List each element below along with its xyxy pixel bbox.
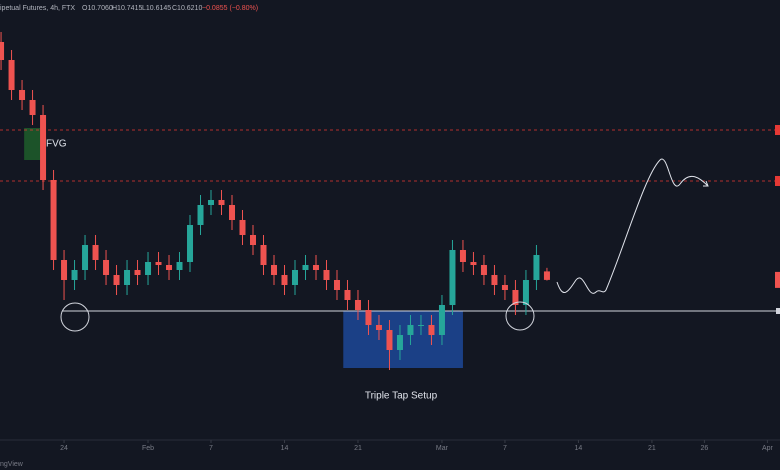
candle-body	[208, 200, 215, 205]
annotation: FVG	[46, 139, 67, 150]
candle-body	[260, 245, 267, 265]
candle-body	[449, 250, 456, 305]
candle-body	[176, 262, 183, 270]
candle-body	[82, 245, 89, 270]
ohlc-low: L10.6145	[142, 5, 171, 12]
candle-body	[166, 265, 173, 270]
candle-body	[145, 262, 152, 275]
candle-body	[291, 270, 298, 285]
x-tick-label: Apr	[762, 445, 774, 452]
x-tick-label: 24	[60, 445, 68, 452]
candle-body	[417, 325, 424, 326]
candle-body	[250, 235, 257, 245]
candle-body	[333, 280, 340, 290]
x-tick-label: 7	[209, 445, 213, 452]
candle-body	[187, 225, 194, 262]
symbol: ipetual Futures, 4h, FTX	[0, 5, 75, 12]
candle-body	[281, 275, 288, 285]
candle-body	[491, 275, 498, 285]
candle-body	[386, 330, 393, 350]
candle-body	[365, 310, 372, 325]
change: −0.0855 (−0.80%)	[202, 5, 258, 12]
header: ipetual Futures, 4h, FTX O10.7060 H10.74…	[0, 5, 258, 12]
candle-body	[543, 271, 550, 280]
annotation: Triple Tap Setup	[365, 391, 438, 402]
x-tick-label: 14	[281, 445, 289, 452]
x-tick-label: Mar	[436, 445, 449, 452]
price-tag	[775, 125, 780, 135]
candle-body	[533, 255, 540, 280]
candle-body	[134, 270, 141, 275]
zone-box	[343, 311, 463, 368]
candle-body	[197, 205, 204, 225]
candle-body	[428, 325, 435, 335]
zone-box	[24, 128, 42, 160]
price-tag	[775, 271, 780, 288]
candle-body	[396, 335, 403, 350]
price-tag	[776, 308, 780, 314]
candle-body	[239, 220, 246, 235]
x-tick-label: 7	[503, 445, 507, 452]
candle-body	[438, 305, 445, 335]
x-tick-label: Feb	[142, 445, 154, 452]
candle-body	[40, 115, 47, 180]
candle-body	[302, 265, 309, 270]
candle-body	[155, 262, 162, 265]
candle-body	[50, 180, 57, 260]
candle-body	[375, 325, 382, 330]
footer: ngView	[0, 461, 24, 468]
ohlc-high: H10.7415	[112, 5, 142, 12]
candle-body	[8, 60, 15, 90]
candle-body	[71, 270, 78, 280]
x-tick-label: 21	[354, 445, 362, 452]
candle-body	[92, 245, 99, 260]
tap-circle	[505, 301, 535, 331]
candle-body	[354, 300, 361, 310]
projection-path	[556, 158, 709, 294]
candle-body	[480, 265, 487, 275]
candle-body	[344, 290, 351, 300]
ohlc-close: C10.6210	[172, 5, 202, 12]
candle-body	[0, 42, 5, 60]
tap-circle	[60, 302, 90, 332]
candle-body	[312, 265, 319, 270]
candle-body	[61, 260, 68, 280]
candle-body	[407, 325, 414, 335]
candle-body	[19, 90, 26, 100]
x-tick-label: 14	[575, 445, 583, 452]
candle-body	[522, 280, 529, 305]
candle-body	[512, 290, 519, 305]
candle-body	[323, 270, 330, 280]
candle-body	[124, 270, 131, 285]
candle-body	[218, 200, 225, 205]
candle-body	[229, 205, 236, 220]
candle-body	[113, 275, 120, 285]
x-tick-label: 21	[648, 445, 656, 452]
candle-body	[29, 100, 36, 115]
ohlc-open: O10.7060	[82, 5, 113, 12]
candle-body	[103, 260, 110, 275]
candle-body	[459, 250, 466, 262]
candle-body	[470, 262, 477, 265]
candle-body	[501, 285, 508, 290]
candle-body	[270, 265, 277, 275]
x-tick-label: 26	[701, 445, 709, 452]
price-tag	[775, 176, 780, 186]
